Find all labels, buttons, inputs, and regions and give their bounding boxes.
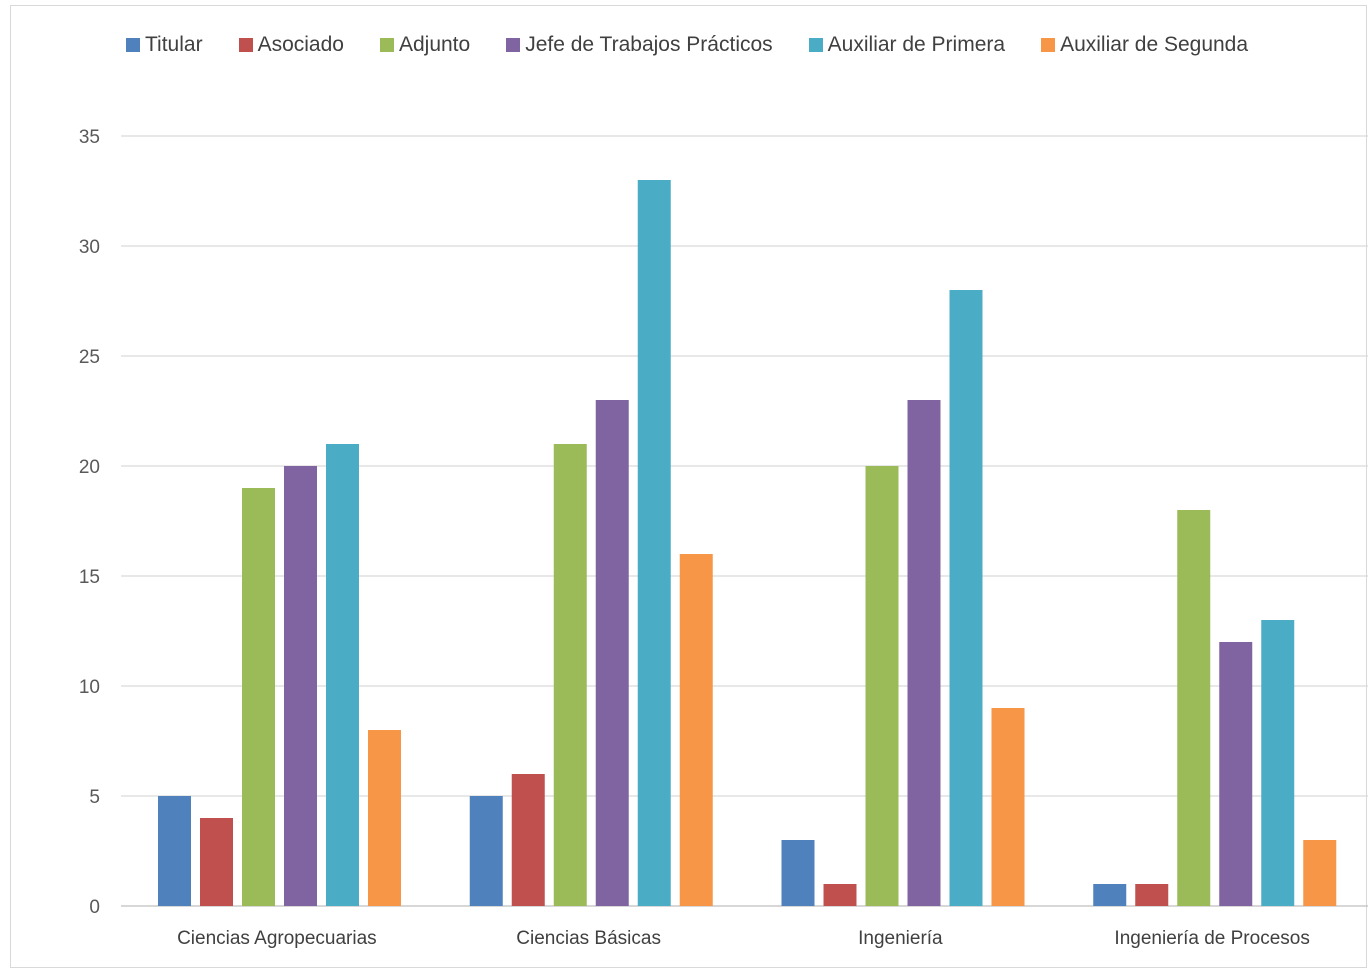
y-tick-label: 10	[79, 677, 100, 698]
legend-label: Adjunto	[398, 33, 471, 56]
legend-label: Titular	[145, 33, 203, 56]
bar-asociado-0	[200, 818, 233, 906]
y-tick-label: 5	[89, 787, 100, 808]
legend-swatch	[808, 38, 823, 52]
bar-adjunto-0	[242, 488, 275, 906]
y-tick-label: 0	[89, 897, 100, 918]
legend-swatch	[506, 38, 521, 52]
legend-item: Adjunto	[379, 33, 471, 57]
legend-label: Auxiliar de Segunda	[1060, 33, 1249, 56]
x-category-label: Ingeniería de Procesos	[1114, 928, 1309, 949]
bar-adjunto-1	[553, 444, 587, 906]
legend-item: Auxiliar de Primera	[808, 33, 1006, 57]
bar-titular-1	[469, 796, 503, 906]
bar-titular-3	[1093, 884, 1127, 906]
bar-jefe-de-trabajos-pr-cticos-3	[1219, 642, 1253, 906]
bar-adjunto-2	[865, 466, 899, 906]
legend-item: Asociado	[238, 33, 344, 57]
bar-auxiliar-de-segunda-2	[991, 708, 1025, 906]
bar-jefe-de-trabajos-pr-cticos-0	[284, 466, 317, 906]
legend-label: Asociado	[257, 33, 344, 56]
bar-jefe-de-trabajos-pr-cticos-1	[595, 400, 629, 906]
legend-swatch	[238, 38, 253, 52]
y-tick-label: 25	[79, 347, 100, 368]
bar-auxiliar-de-segunda-0	[368, 730, 401, 906]
legend-swatch	[379, 38, 394, 52]
y-tick-label: 35	[79, 127, 100, 148]
bar-titular-0	[158, 796, 191, 906]
legend-item: Auxiliar de Segunda	[1041, 33, 1248, 57]
bar-jefe-de-trabajos-pr-cticos-2	[907, 400, 941, 906]
y-tick-label: 30	[79, 237, 100, 258]
y-tick-label: 20	[79, 457, 100, 478]
bar-titular-2	[781, 840, 815, 906]
y-tick-label: 15	[79, 567, 100, 588]
bar-auxiliar-de-segunda-1	[679, 554, 713, 906]
bar-asociado-3	[1135, 884, 1169, 906]
bar-auxiliar-de-segunda-3	[1303, 840, 1337, 906]
legend-swatch	[126, 38, 140, 52]
bar-auxiliar-de-primera-3	[1261, 620, 1295, 906]
legend-swatch	[1041, 38, 1056, 52]
legend-label: Jefe de Trabajos Prácticos	[525, 33, 773, 56]
bar-auxiliar-de-primera-0	[326, 444, 359, 906]
bar-asociado-2	[823, 884, 857, 906]
x-category-label: Ciencias Agropecuarias	[177, 928, 377, 949]
bar-auxiliar-de-primera-2	[949, 290, 983, 906]
legend: Titular Asociado Adjunto Jefe de Trabajos P…	[126, 30, 1248, 60]
bar-auxiliar-de-primera-1	[637, 180, 671, 906]
legend-label: Auxiliar de Primera	[827, 33, 1006, 56]
legend-item: Titular	[126, 33, 203, 57]
legend-item: Jefe de Trabajos Prácticos	[506, 33, 773, 57]
x-category-label: Ciencias Básicas	[516, 928, 661, 949]
x-category-label: Ingeniería	[858, 928, 943, 949]
bar-asociado-1	[511, 774, 545, 906]
bar-adjunto-3	[1177, 510, 1211, 906]
